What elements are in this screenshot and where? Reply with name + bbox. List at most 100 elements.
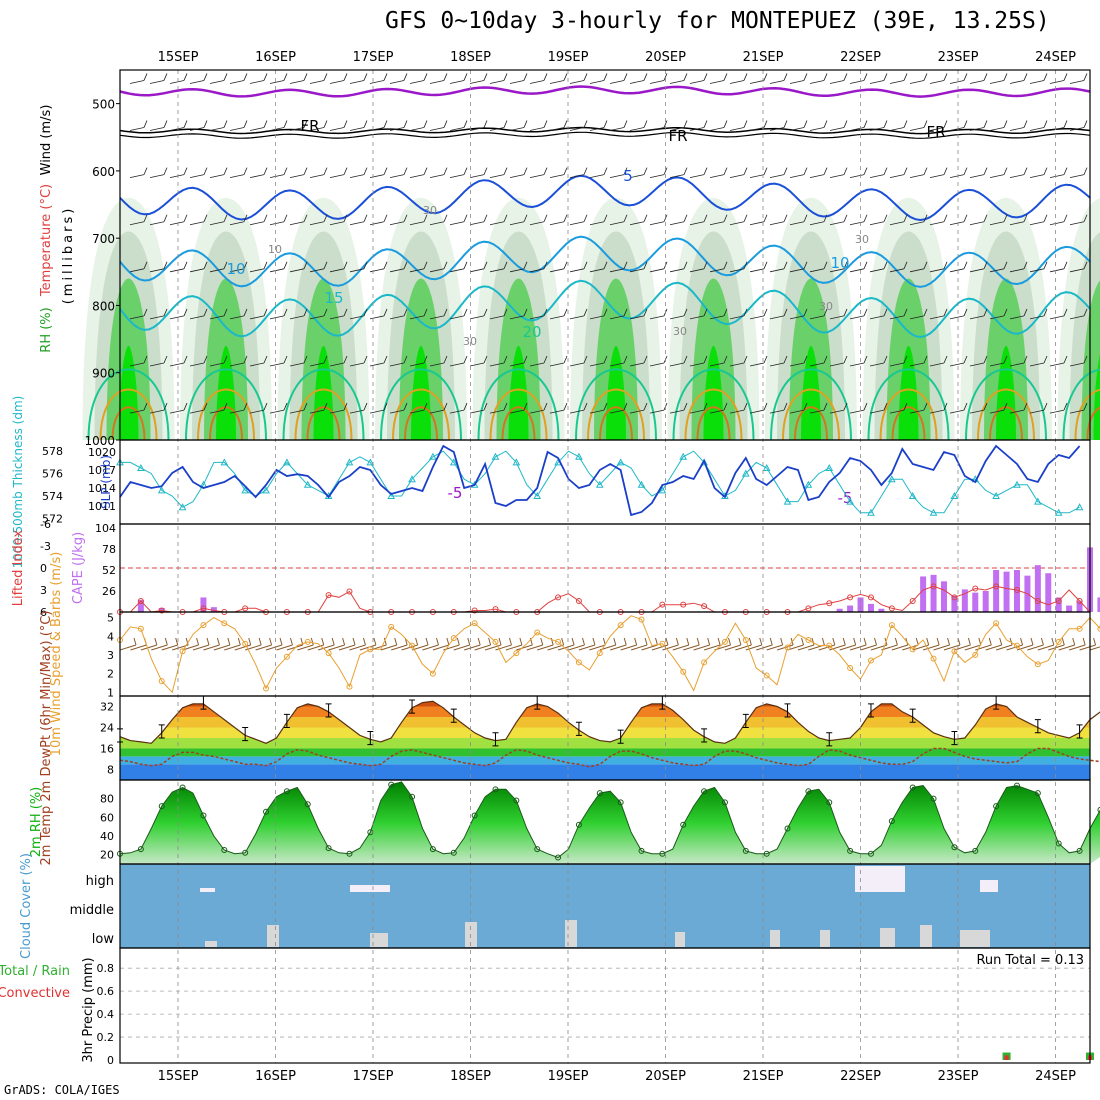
temp-tick-label: 32 (100, 701, 114, 714)
wind-barb (309, 402, 328, 414)
rh-line-point (200, 812, 207, 819)
temp-contour-warm (1062, 368, 1100, 441)
upper-air-plot (82, 73, 1100, 441)
wind-barb (489, 167, 508, 179)
wind-barb (949, 355, 968, 367)
wind-barb-10m (1027, 637, 1044, 651)
wind-barb (549, 73, 568, 84)
cape-bar (940, 581, 947, 612)
wind-barb (509, 120, 528, 131)
wind-barb-10m (849, 637, 867, 651)
wind-barb (229, 308, 248, 320)
minmax-bar (158, 724, 165, 739)
rh-line-point (951, 844, 958, 851)
wind-barb (229, 120, 248, 131)
wind-barb (189, 308, 208, 320)
wind-barb (549, 402, 568, 414)
temp-contour-warm (965, 368, 1047, 441)
wind-barb (589, 120, 608, 131)
wind-barb (1049, 167, 1068, 179)
rh-line-point (409, 793, 416, 800)
wind-barb (589, 214, 608, 226)
wind-barb (1029, 261, 1048, 273)
wind-barb (309, 261, 328, 273)
wind-barb (809, 355, 828, 367)
wind-barb (689, 73, 708, 84)
wind-barb-10m (172, 637, 189, 651)
wind-barb-10m (1058, 637, 1076, 651)
lifted-index-line-point (555, 594, 562, 601)
wind-barb (409, 261, 428, 273)
temp-tick-label: 24 (100, 722, 114, 735)
wind-barb (389, 308, 408, 320)
cape-bar (857, 597, 864, 612)
minmax-bar (450, 708, 457, 723)
wind-barb (489, 355, 508, 367)
temp-contour-warm (294, 388, 353, 441)
wind-barb (829, 261, 848, 273)
wind-barb (209, 355, 228, 367)
wind-barb (849, 261, 868, 273)
cape-bar (1055, 597, 1062, 612)
rh-line-point (283, 788, 290, 795)
wind-speed-line (119, 615, 1100, 694)
wind-barb-10m (203, 637, 220, 651)
wind-barb (529, 261, 548, 273)
pressure-tick-label: 800 (92, 299, 115, 313)
wind-barb (209, 261, 228, 273)
temp-contour-warm (111, 406, 146, 441)
rh-line-point (346, 850, 353, 857)
thickness-line-point (366, 458, 375, 466)
pressure-axis-label: (millibars) (61, 206, 76, 305)
wind-barb (129, 308, 148, 320)
run-total-label: Run Total = 0.13 (976, 953, 1084, 968)
wind-barb (989, 73, 1008, 84)
wind-barb-10m (985, 637, 1003, 651)
wind-barb (749, 261, 768, 273)
wind-barb (129, 261, 148, 273)
wind-barb (709, 167, 728, 179)
rh-line-point (638, 847, 645, 854)
wind-barb (749, 355, 768, 367)
cape-bar (972, 592, 979, 612)
wind-barb-10m (641, 637, 658, 651)
wind-barb (529, 402, 548, 414)
temp-contour-warm (209, 406, 243, 441)
temp-band (120, 706, 1090, 717)
wind-barb (889, 120, 908, 131)
wind-barb (1029, 120, 1048, 131)
wind-tick-label: 4 (107, 630, 114, 643)
thickness-line-point (887, 475, 896, 483)
wind-barb (209, 167, 228, 179)
bottom-day-label: 18SEP (450, 1069, 491, 1084)
cloud-cover-block (350, 885, 390, 892)
wind-barb (329, 73, 348, 84)
wind-barb (529, 73, 548, 84)
cape-bar (878, 608, 885, 612)
cape-bar (200, 597, 207, 612)
wind-barb (269, 261, 288, 273)
wind-barb-10m (829, 637, 846, 651)
lifted-index-line-point (701, 603, 708, 610)
precip-tick-label: 0.2 (97, 1031, 115, 1044)
wind-barb (1069, 167, 1088, 179)
wind-barb (689, 214, 708, 226)
temp-contour-warm (879, 388, 938, 441)
wind-barb (209, 214, 228, 226)
precip-axis-label: 3hr Precip (mm) (81, 957, 96, 1062)
wind-barb (629, 261, 648, 273)
wind-barb (749, 214, 768, 226)
lifted-index-line-point (1034, 598, 1041, 604)
wind-barb (849, 214, 868, 226)
cape-bar (137, 599, 144, 612)
wind-barb (349, 167, 368, 179)
cape-bar (1076, 600, 1083, 612)
minmax-bar (242, 727, 249, 742)
wind-barb-10m (1068, 637, 1086, 651)
wind-speed-line-point (555, 638, 562, 645)
wind-barb (189, 261, 208, 273)
wind-barb (1029, 355, 1048, 367)
temp-contour-warm (501, 406, 536, 441)
wind-barb (389, 402, 408, 414)
wind-barb (869, 214, 888, 226)
